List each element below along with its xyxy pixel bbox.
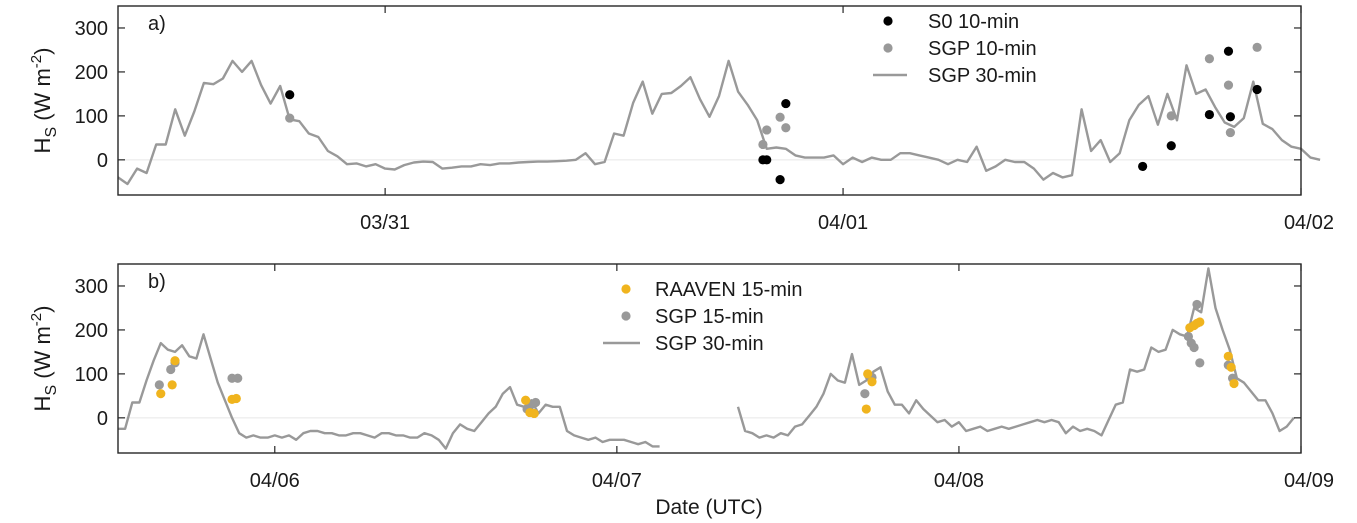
data-point bbox=[775, 175, 785, 185]
x-tick-label: 03/31 bbox=[360, 212, 410, 234]
y-tick-label: 100 bbox=[75, 106, 108, 128]
data-point bbox=[1166, 111, 1176, 121]
legend-marker bbox=[621, 311, 631, 321]
data-point bbox=[1192, 299, 1202, 310]
series-line-sgp-30min bbox=[118, 267, 1295, 450]
data-point bbox=[529, 408, 539, 419]
x-tick-label: 04/09 bbox=[1284, 470, 1334, 492]
legend-entry-label: RAAVEN 15-min bbox=[655, 279, 802, 301]
y-tick-label: 100 bbox=[75, 364, 108, 386]
data-point bbox=[758, 139, 768, 150]
legend-marker bbox=[883, 43, 893, 53]
data-point bbox=[861, 404, 871, 414]
legend: S0 10-min SGP 10-min SGP 30-min bbox=[873, 11, 1037, 87]
data-point bbox=[1195, 317, 1205, 327]
legend-entry-label: SGP 10-min bbox=[928, 38, 1037, 60]
data-point bbox=[156, 389, 166, 399]
legend-entry-label: S0 10-min bbox=[928, 11, 1019, 33]
legend-marker bbox=[883, 16, 893, 26]
y-tick-label: 200 bbox=[75, 320, 108, 342]
y-axis-label: HS (W m-2) bbox=[28, 306, 60, 412]
y-tick-label: 200 bbox=[75, 62, 108, 84]
legend-entry-label: SGP 30-min bbox=[655, 333, 764, 355]
y-tick-label: 0 bbox=[97, 150, 108, 172]
y-tick-label: 300 bbox=[75, 276, 108, 298]
data-point bbox=[1195, 358, 1205, 368]
data-point bbox=[1223, 351, 1233, 361]
data-point bbox=[1223, 80, 1234, 90]
x-axis-label: Date (UTC) bbox=[655, 496, 762, 519]
x-tick-label: 04/02 bbox=[1284, 212, 1334, 234]
panel-label: b) bbox=[148, 271, 166, 293]
data-point bbox=[166, 364, 176, 375]
data-point bbox=[867, 377, 877, 387]
y-tick-label: 0 bbox=[97, 408, 108, 430]
panel-b: 0 100 200 300 04/06 04/07 04/08 04/09 b) HS (W m-… bbox=[28, 263, 1334, 492]
data-point bbox=[1138, 161, 1148, 172]
data-point bbox=[1252, 42, 1262, 52]
data-point bbox=[860, 389, 870, 399]
data-point bbox=[231, 393, 241, 404]
data-point bbox=[1225, 112, 1236, 122]
x-tick-label: 04/07 bbox=[592, 470, 642, 492]
data-point bbox=[1166, 141, 1176, 151]
data-point bbox=[1204, 54, 1215, 64]
data-point bbox=[233, 373, 243, 383]
legend-entry-label: SGP 15-min bbox=[655, 306, 764, 328]
data-point bbox=[781, 123, 791, 133]
data-point bbox=[762, 155, 772, 165]
panel-a: 0 100 200 300 03/31 04/01 04/02 a) HS (W m-2) S0 … bbox=[28, 5, 1334, 234]
data-point bbox=[167, 380, 177, 390]
data-point bbox=[775, 112, 785, 122]
data-point bbox=[531, 397, 541, 408]
data-point bbox=[1223, 46, 1234, 56]
data-point bbox=[1226, 362, 1236, 372]
data-point bbox=[285, 90, 295, 100]
data-point bbox=[781, 98, 791, 109]
data-point bbox=[154, 380, 164, 390]
data-point bbox=[1189, 342, 1199, 353]
y-tick-label: 300 bbox=[75, 18, 108, 40]
series-line-sgp-30min bbox=[117, 59, 1321, 186]
x-tick-label: 04/08 bbox=[934, 470, 984, 492]
data-point bbox=[1252, 84, 1262, 95]
plot-frame bbox=[117, 263, 1302, 454]
legend-marker bbox=[621, 284, 631, 294]
data-point bbox=[1229, 378, 1239, 389]
data-point bbox=[521, 395, 531, 405]
y-axis-label: HS (W m-2) bbox=[28, 48, 60, 154]
plot-frame bbox=[117, 5, 1302, 196]
data-point bbox=[762, 125, 772, 135]
x-tick-label: 04/06 bbox=[250, 470, 300, 492]
data-point bbox=[1204, 109, 1215, 120]
legend: RAAVEN 15-min SGP 15-min SGP 30-min bbox=[603, 279, 802, 355]
data-point bbox=[1225, 127, 1236, 138]
data-point bbox=[863, 369, 873, 379]
data-point bbox=[285, 113, 295, 123]
legend-entry-label: SGP 30-min bbox=[928, 65, 1037, 87]
x-tick-label: 04/01 bbox=[818, 212, 868, 234]
panel-label: a) bbox=[148, 13, 166, 35]
data-point bbox=[170, 356, 180, 366]
